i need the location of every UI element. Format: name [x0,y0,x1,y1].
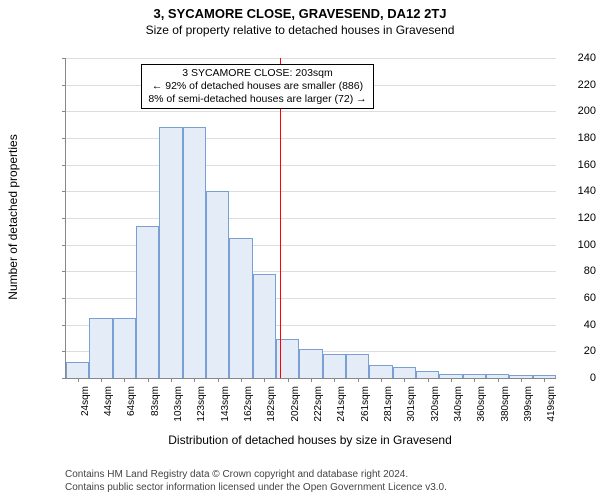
histogram-bar [346,354,369,378]
gridline [66,218,556,219]
xtick-label: 320sqm [430,386,441,426]
histogram-bar [253,274,276,378]
histogram-bar [393,367,416,378]
xtick-label: 143sqm [220,386,231,426]
ytick-label: 120 [537,212,596,224]
attribution-text: Contains HM Land Registry data © Crown c… [65,468,447,494]
ytick-label: 160 [537,159,596,171]
histogram-bar [229,238,252,378]
ytick-label: 40 [537,319,596,331]
xtick-label: 241sqm [336,386,347,426]
ytick-label: 80 [537,265,596,277]
gridline [66,138,556,139]
annotation-line: ← 92% of detached houses are smaller (88… [148,80,366,93]
ytick-label: 60 [537,292,596,304]
xtick-label: 64sqm [126,386,137,426]
xtick-label: 301sqm [406,386,417,426]
ytick-label: 0 [537,372,596,384]
ytick-label: 200 [537,105,596,117]
annotation-line: 3 SYCAMORE CLOSE: 203sqm [148,67,366,80]
ytick-label: 100 [537,239,596,251]
ytick-label: 20 [537,345,596,357]
xtick-label: 399sqm [523,386,534,426]
plot-area: 3 SYCAMORE CLOSE: 203sqm← 92% of detache… [65,58,556,379]
xtick-label: 281sqm [383,386,394,426]
gridline [66,111,556,112]
histogram-bar [416,371,439,378]
xtick-label: 103sqm [173,386,184,426]
xtick-label: 83sqm [150,386,161,426]
xtick-label: 44sqm [103,386,114,426]
histogram-bar [323,354,346,378]
ytick-label: 140 [537,185,596,197]
x-axis-label: Distribution of detached houses by size … [65,433,555,447]
histogram-bar [206,191,229,378]
xtick-label: 162sqm [243,386,254,426]
attribution-line2: Contains public sector information licen… [65,481,447,494]
xtick-label: 24sqm [80,386,91,426]
xtick-label: 123sqm [196,386,207,426]
gridline [66,165,556,166]
histogram-chart: 3 SYCAMORE CLOSE: 203sqm← 92% of detache… [0,0,600,500]
ytick-label: 220 [537,79,596,91]
ytick-label: 240 [537,52,596,64]
gridline [66,58,556,59]
xtick-label: 360sqm [476,386,487,426]
annotation-line: 8% of semi-detached houses are larger (7… [148,93,366,106]
gridline [66,191,556,192]
histogram-bar [89,318,112,378]
annotation-box: 3 SYCAMORE CLOSE: 203sqm← 92% of detache… [141,64,373,109]
histogram-bar [66,362,89,378]
xtick-label: 202sqm [290,386,301,426]
histogram-bar [183,127,206,378]
attribution-line1: Contains HM Land Registry data © Crown c… [65,468,447,481]
y-axis-label: Number of detached properties [6,117,20,317]
histogram-bar [136,226,159,378]
xtick-label: 340sqm [453,386,464,426]
xtick-label: 380sqm [500,386,511,426]
xtick-label: 261sqm [360,386,371,426]
xtick-label: 419sqm [546,386,557,426]
xtick-label: 222sqm [313,386,324,426]
histogram-bar [113,318,136,378]
histogram-bar [159,127,182,378]
xtick-label: 182sqm [266,386,277,426]
ytick-label: 180 [537,132,596,144]
histogram-bar [369,365,392,378]
histogram-bar [299,349,322,378]
